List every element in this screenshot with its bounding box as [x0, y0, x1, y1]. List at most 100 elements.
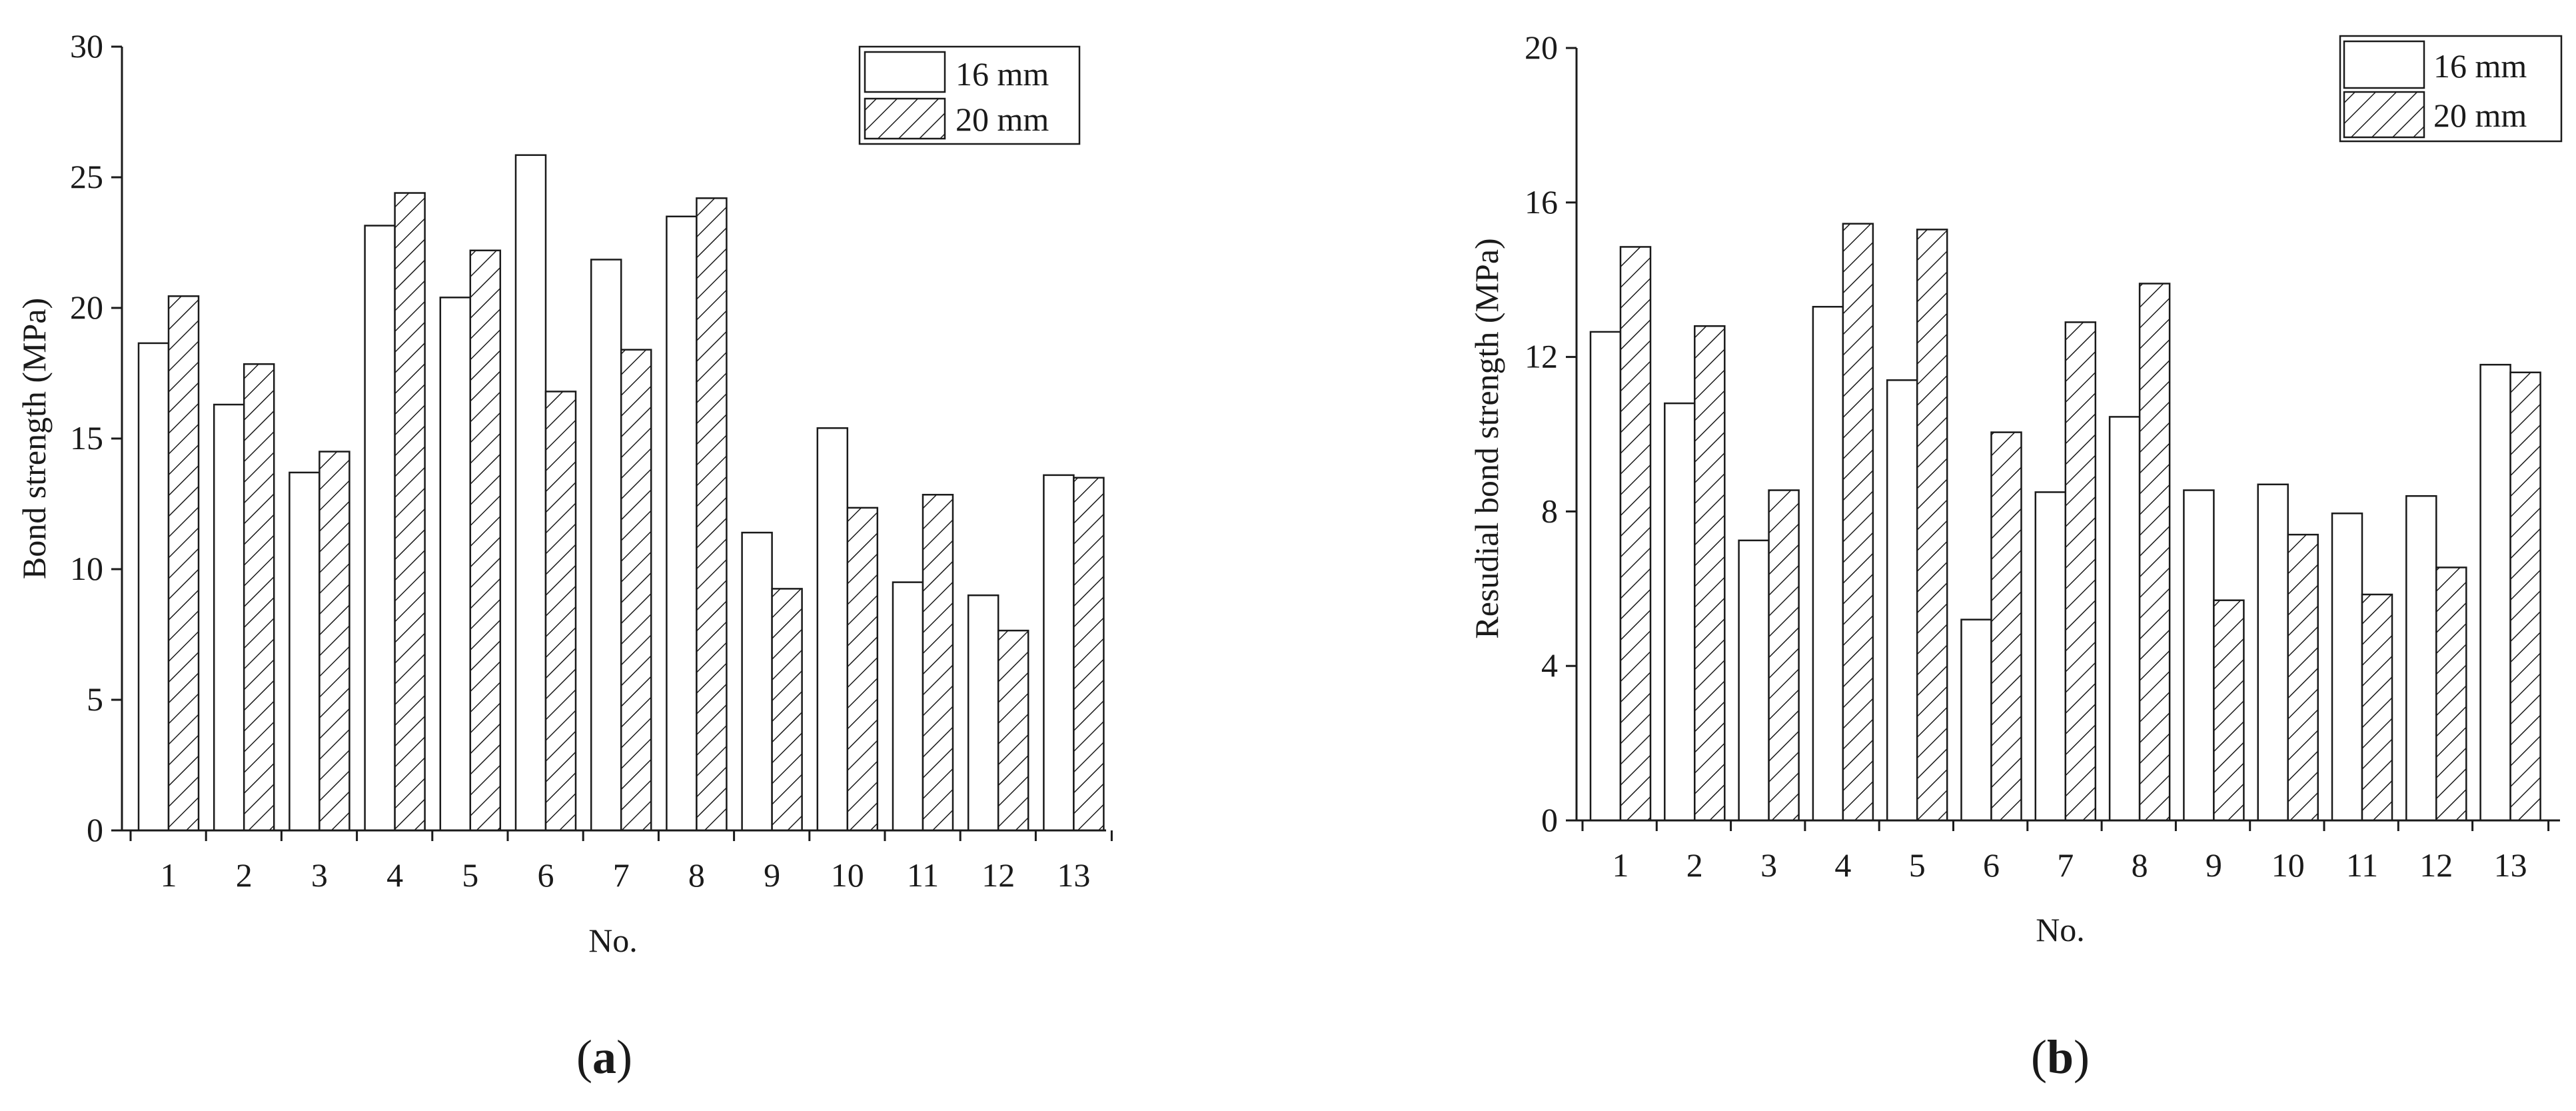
legend-swatch-16mm-b — [2343, 40, 2425, 89]
x-tick-label-6-a: 6 — [538, 856, 554, 894]
x-tick-label-2-a: 2 — [236, 856, 253, 894]
y-tick-label-4-b: 4 — [1541, 646, 1558, 684]
bar-20mm-no-4-b — [1842, 223, 1874, 822]
legend-box-a — [858, 45, 1081, 145]
bar-20mm-no-10-b — [2287, 533, 2319, 822]
x-tick-label-3-a: 3 — [311, 856, 328, 894]
x-tick-label-10-b: 10 — [2271, 846, 2305, 884]
y-tick-label-20-b: 20 — [1525, 29, 1558, 66]
x-tick-label-3-b: 3 — [1760, 846, 1777, 884]
x-tick-label-9-a: 9 — [764, 856, 780, 894]
y-tick-label-16-b: 16 — [1525, 183, 1558, 221]
legend-label-20mm-a: 20 mm — [956, 101, 1049, 138]
bar-16mm-no-3-a — [289, 471, 321, 832]
bar-16mm-no-4-b — [1812, 306, 1844, 822]
bar-16mm-no-12-a — [967, 594, 999, 832]
bar-20mm-no-8-b — [2138, 283, 2171, 822]
bar-16mm-no-9-b — [2183, 489, 2215, 822]
bar-20mm-no-2-a — [243, 363, 275, 832]
x-axis-title-b: No. — [2036, 911, 2085, 948]
y-tick-label-12-b: 12 — [1525, 338, 1558, 375]
bar-16mm-no-9-a — [741, 531, 773, 832]
y-tick-label-30-a: 30 — [70, 27, 103, 65]
panel-caption-letter-b: b — [2047, 1030, 2074, 1084]
y-axis-title-a: Bond strength (MPa) — [15, 298, 53, 579]
bar-16mm-no-4-a — [364, 225, 396, 832]
bar-16mm-no-12-b — [2405, 495, 2437, 822]
x-tick-label-8-b: 8 — [2132, 846, 2148, 884]
bar-20mm-no-10-a — [846, 507, 879, 832]
bar-20mm-no-9-a — [771, 588, 803, 832]
x-tick-label-2-b: 2 — [1686, 846, 1703, 884]
y-tick-label-10-a: 10 — [70, 550, 103, 587]
bar-20mm-no-7-a — [620, 349, 652, 832]
bar-20mm-no-12-a — [997, 629, 1029, 832]
x-tick-label-13-a: 13 — [1057, 856, 1090, 894]
bar-20mm-no-5-a — [469, 249, 502, 832]
y-tick-label-8-b: 8 — [1541, 492, 1558, 529]
x-tick-label-4-b: 4 — [1834, 846, 1851, 884]
panel-caption-letter-a: a — [592, 1030, 616, 1084]
y-tick-label-20-a: 20 — [70, 289, 103, 326]
x-tick-label-12-a: 12 — [981, 856, 1015, 894]
y-tick-label-5-a: 5 — [87, 680, 103, 718]
legend-swatch-20mm-b — [2343, 91, 2425, 139]
y-tick-label-0-a: 0 — [87, 811, 103, 848]
bar-16mm-no-3-b — [1738, 539, 1770, 822]
legend-swatch-20mm-a — [864, 97, 946, 140]
y-tick-label-25-a: 25 — [70, 158, 103, 195]
bar-16mm-no-7-a — [590, 259, 622, 832]
legend-box-b — [2339, 35, 2563, 143]
x-tick-label-7-b: 7 — [2057, 846, 2074, 884]
bar-20mm-no-1-b — [1619, 246, 1652, 822]
bar-20mm-no-12-b — [2435, 566, 2467, 822]
bar-16mm-no-11-b — [2331, 513, 2363, 822]
x-tick-label-6-b: 6 — [1983, 846, 2000, 884]
x-tick-label-13-b: 13 — [2494, 846, 2527, 884]
x-tick-label-9-b: 9 — [2206, 846, 2222, 884]
bar-16mm-no-1-a — [137, 342, 170, 832]
bar-16mm-no-1-b — [1589, 331, 1622, 822]
bar-16mm-no-5-b — [1886, 379, 1918, 822]
x-tick-label-11-a: 11 — [907, 856, 939, 894]
bar-16mm-no-8-b — [2108, 416, 2141, 822]
y-tick-label-0-b: 0 — [1541, 801, 1558, 838]
x-tick-label-5-b: 5 — [1909, 846, 1926, 884]
bar-20mm-no-4-a — [394, 192, 426, 832]
legend-swatch-16mm-a — [864, 51, 946, 93]
panel-caption-a: (a) — [576, 1030, 632, 1084]
bar-20mm-no-3-b — [1768, 489, 1800, 822]
x-tick-label-8-a: 8 — [688, 856, 705, 894]
bar-20mm-no-11-a — [922, 494, 954, 832]
x-tick-label-7-a: 7 — [613, 856, 630, 894]
legend-a: 16 mm 20 mm — [858, 45, 1081, 145]
bar-16mm-no-8-a — [666, 215, 698, 832]
bar-16mm-no-10-a — [816, 427, 849, 832]
bar-16mm-no-5-a — [439, 297, 472, 832]
bar-20mm-no-5-b — [1916, 229, 1948, 822]
legend-b: 16 mm 20 mm — [2339, 35, 2563, 143]
bar-16mm-no-2-a — [213, 403, 245, 832]
bar-16mm-no-6-a — [514, 154, 547, 832]
bar-20mm-no-1-a — [167, 295, 200, 832]
bar-20mm-no-3-a — [319, 451, 350, 832]
bar-16mm-no-13-b — [2479, 363, 2511, 822]
bar-20mm-no-11-b — [2361, 593, 2393, 822]
x-tick-label-12-b: 12 — [2419, 846, 2453, 884]
x-tick-label-10-a: 10 — [831, 856, 864, 894]
bar-20mm-no-6-a — [544, 391, 577, 832]
bar-16mm-no-13-a — [1043, 474, 1075, 832]
legend-label-20mm-b: 20 mm — [2433, 97, 2527, 134]
bar-20mm-no-8-a — [696, 197, 728, 832]
bar-16mm-no-10-b — [2257, 483, 2289, 822]
y-tick-label-15-a: 15 — [70, 419, 103, 457]
bar-20mm-no-9-b — [2213, 599, 2245, 822]
bar-20mm-no-7-b — [2064, 321, 2097, 822]
bar-16mm-no-6-b — [1960, 618, 1992, 822]
bar-16mm-no-2-b — [1664, 402, 1696, 822]
